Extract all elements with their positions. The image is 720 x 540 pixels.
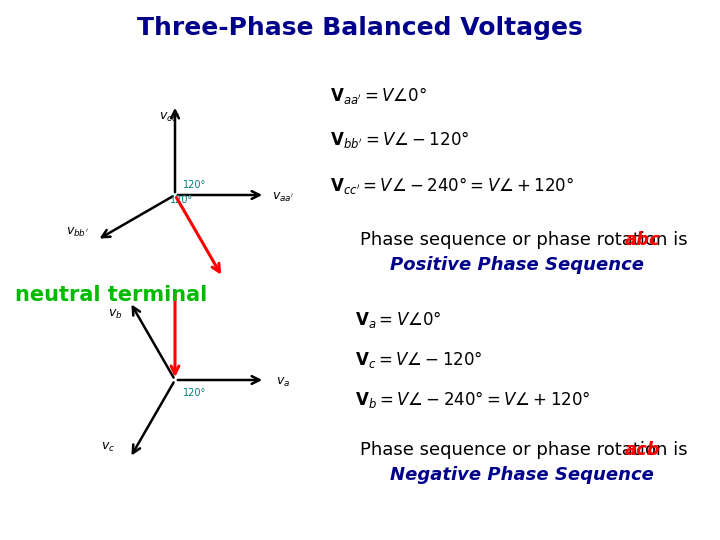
Text: abc: abc <box>625 231 661 249</box>
Text: Positive Phase Sequence: Positive Phase Sequence <box>390 256 644 274</box>
Text: $\mathbf{V}_b =V\angle -240°=V\angle +120°$: $\mathbf{V}_b =V\angle -240°=V\angle +12… <box>355 389 590 410</box>
Text: $\mathbf{V}_a =V\angle 0°$: $\mathbf{V}_a =V\angle 0°$ <box>355 309 441 330</box>
Text: 120°: 120° <box>183 180 206 190</box>
Text: $v_{b}$: $v_{b}$ <box>108 307 122 321</box>
Text: 120°: 120° <box>170 195 193 205</box>
Text: $v_{a}$: $v_{a}$ <box>276 375 290 389</box>
Text: Phase sequence or phase rotation is: Phase sequence or phase rotation is <box>360 231 693 249</box>
Text: $\mathbf{V}_{cc'} =V\angle -240°=V\angle +120°$: $\mathbf{V}_{cc'} =V\angle -240°=V\angle… <box>330 174 575 195</box>
Text: $v_{{aa'}}$: $v_{{aa'}}$ <box>272 191 294 204</box>
Text: $\mathbf{V}_{bb'} =V\angle -120°$: $\mathbf{V}_{bb'} =V\angle -120°$ <box>330 130 469 151</box>
Text: $v_{{cc'}}$: $v_{{cc'}}$ <box>160 111 181 124</box>
Text: neutral terminal: neutral terminal <box>15 285 207 305</box>
Text: 120°: 120° <box>183 388 206 398</box>
Text: $\mathbf{V}_{aa'} =V\angle 0°$: $\mathbf{V}_{aa'} =V\angle 0°$ <box>330 84 427 105</box>
Text: Three-Phase Balanced Voltages: Three-Phase Balanced Voltages <box>137 16 583 40</box>
Text: $\mathbf{V}_c =V\angle -120°$: $\mathbf{V}_c =V\angle -120°$ <box>355 349 482 370</box>
Text: Phase sequence or phase rotation is: Phase sequence or phase rotation is <box>360 441 693 459</box>
Text: Negative Phase Sequence: Negative Phase Sequence <box>390 466 654 484</box>
Text: acb: acb <box>625 441 661 459</box>
Text: $v_{c}$: $v_{c}$ <box>101 441 115 455</box>
Text: $v_{{bb'}}$: $v_{{bb'}}$ <box>66 226 89 239</box>
